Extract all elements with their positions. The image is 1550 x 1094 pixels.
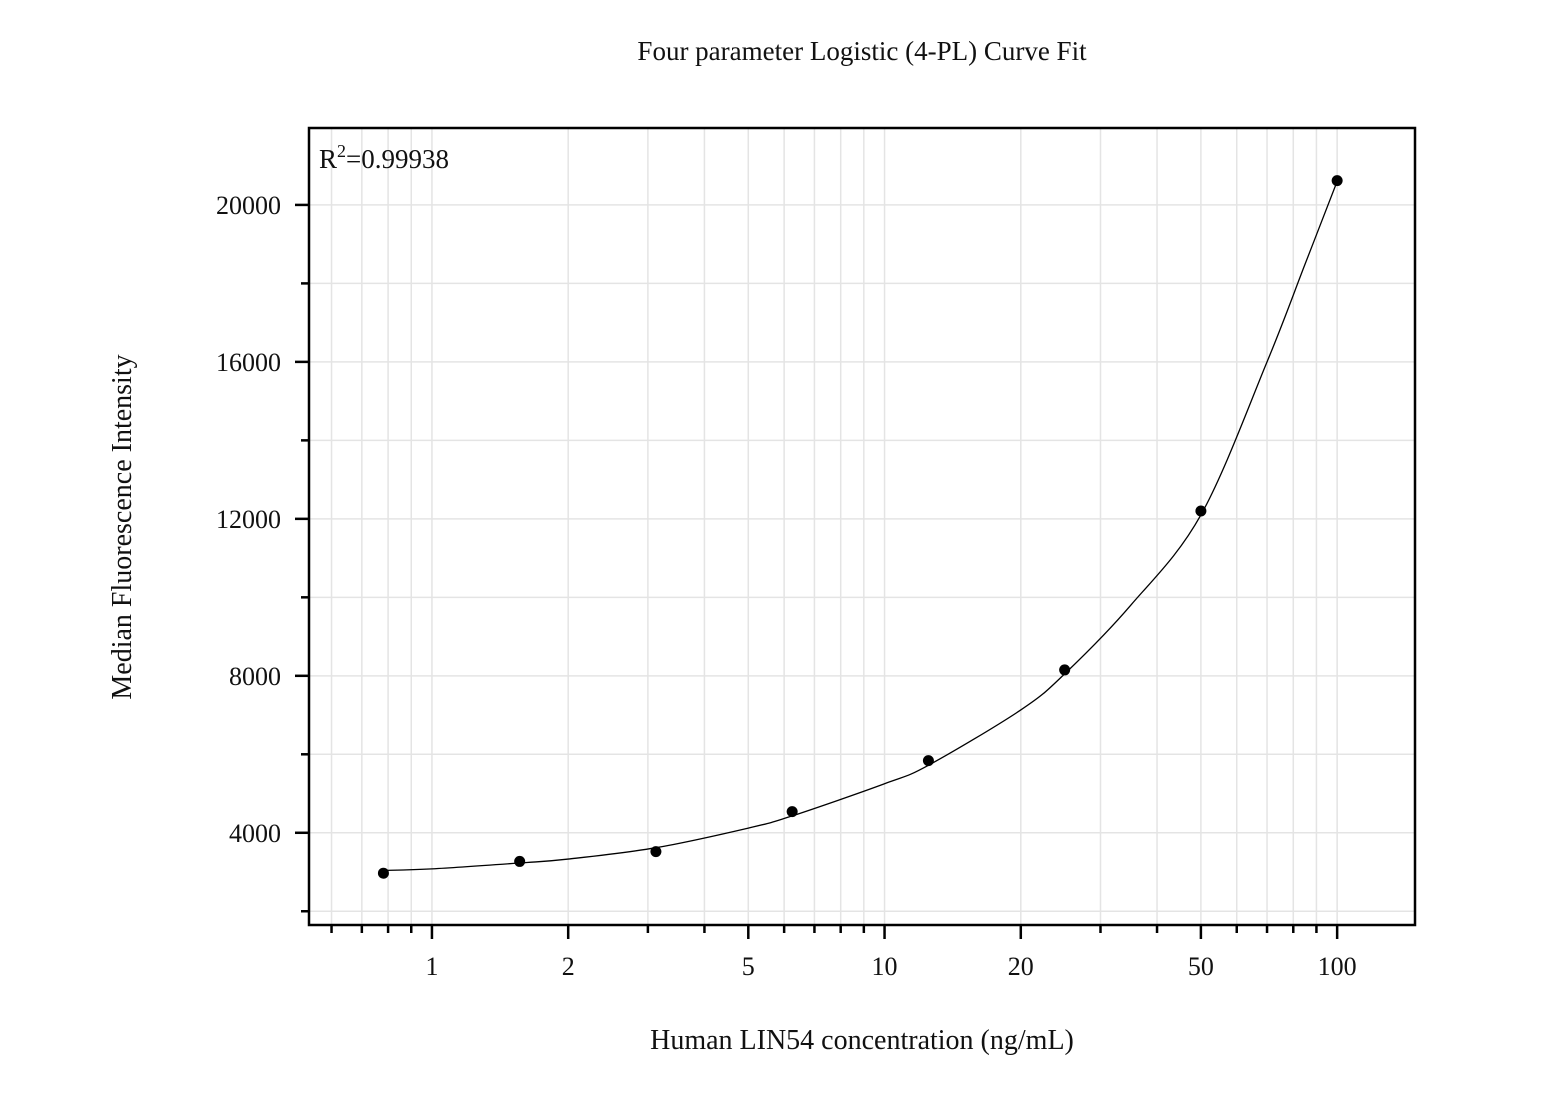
fit-curve — [383, 181, 1338, 872]
y-tick-label: 8000 — [229, 662, 281, 691]
data-point — [1059, 664, 1071, 676]
y-tick-label: 12000 — [216, 505, 281, 534]
chart-title: Four parameter Logistic (4-PL) Curve Fit — [637, 36, 1087, 66]
y-axis-title: Median Fluorescence Intensity — [107, 354, 138, 699]
x-tick-label: 2 — [562, 952, 575, 981]
x-tick-label: 5 — [742, 952, 755, 981]
x-tick-label: 50 — [1188, 952, 1214, 981]
data-point — [922, 755, 934, 767]
x-axis-title: Human LIN54 concentration (ng/mL) — [650, 1025, 1074, 1056]
x-tick-label: 20 — [1008, 952, 1034, 981]
gridlines — [309, 128, 1415, 925]
plot-frame — [307, 126, 1417, 927]
data-point — [377, 867, 389, 879]
y-tick-label: 20000 — [216, 191, 281, 220]
x-tick-label: 100 — [1318, 952, 1357, 981]
fit-curve-path — [383, 181, 1338, 872]
x-tick-label: 10 — [872, 952, 898, 981]
data-point — [786, 806, 798, 818]
data-point — [1195, 505, 1207, 517]
x-tick-label: 1 — [425, 952, 438, 981]
data-point — [1331, 175, 1343, 187]
axis-ticks: 1 2 5 10 20 50 100 4000 8000 12000 16000 20000 — [216, 191, 1357, 981]
y-tick-label: 16000 — [216, 348, 281, 377]
data-point — [650, 846, 662, 858]
data-points — [377, 175, 1343, 879]
y-tick-label: 4000 — [229, 819, 281, 848]
r-squared-annotation: R2=0.99938 — [319, 141, 449, 174]
data-point — [514, 855, 526, 867]
